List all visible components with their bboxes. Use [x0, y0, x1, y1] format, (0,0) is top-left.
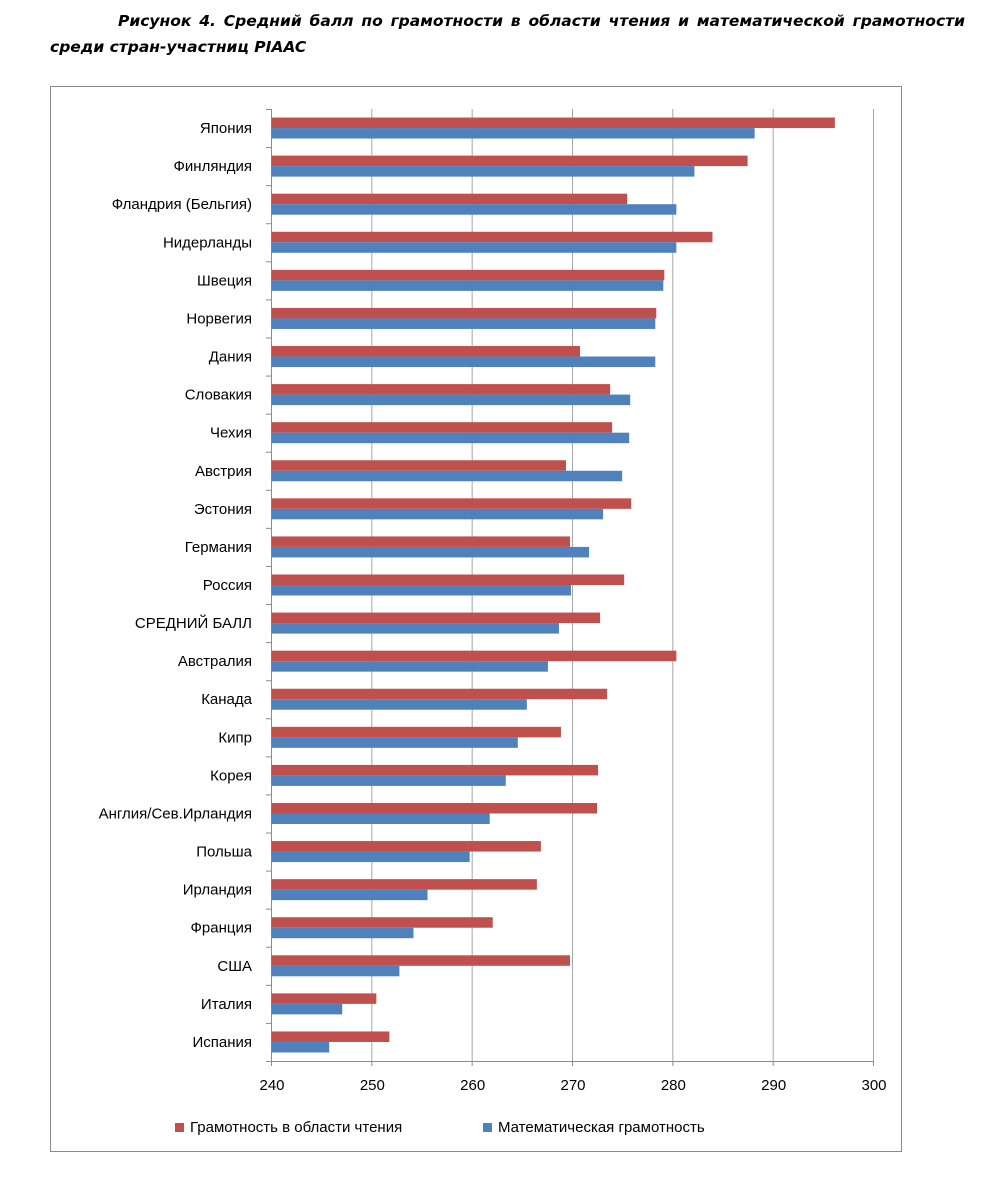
category-label: Ирландия	[183, 882, 252, 899]
bar-math	[271, 661, 548, 672]
bar-reading	[271, 955, 570, 966]
bar-math	[271, 318, 656, 329]
legend-reading-swatch	[175, 1123, 184, 1132]
category-label: Канада	[201, 691, 252, 708]
bar-reading	[271, 460, 566, 471]
legend-reading-label: Грамотность в области чтения	[190, 1119, 402, 1136]
legend-math-swatch	[483, 1123, 492, 1132]
category-label: Чехия	[210, 425, 252, 442]
bar-math	[271, 470, 623, 482]
bar-math	[271, 699, 527, 710]
bar-reading	[271, 346, 581, 357]
bar-reading	[271, 650, 677, 662]
category-label: Испания	[192, 1034, 252, 1051]
bar-reading	[271, 726, 561, 738]
bar-reading	[271, 993, 377, 1004]
bar-math	[271, 394, 631, 406]
bar-reading	[271, 384, 611, 395]
bar-math	[271, 927, 414, 939]
bar-chart: Япония Финляндия Фландрия (Бельгия) Нидерла…	[99, 109, 887, 1136]
bar-reading	[271, 269, 665, 281]
bar-math	[271, 585, 571, 596]
legend-math-label: Математическая грамотность	[498, 1119, 705, 1136]
category-label: Германия	[185, 539, 252, 556]
bar-reading	[271, 536, 570, 547]
bar-reading	[271, 498, 632, 509]
bar-math	[271, 889, 428, 901]
bar-reading	[271, 802, 598, 814]
bar-reading	[271, 917, 493, 928]
bar-math	[271, 546, 590, 558]
figure-caption: Рисунок 4. Средний балл по грамотности в…	[50, 12, 965, 56]
bar-math	[271, 166, 695, 177]
category-label: Кипр	[218, 729, 252, 746]
bar-reading	[271, 117, 835, 129]
category-label: Нидерланды	[163, 234, 252, 251]
x-tick-label: 240	[259, 1077, 284, 1094]
bar-reading	[271, 612, 601, 624]
bar-reading	[271, 231, 713, 243]
x-tick-label: 280	[661, 1077, 686, 1094]
bar-math	[271, 1041, 330, 1053]
bar-math	[271, 280, 664, 291]
bar-math	[271, 737, 518, 748]
bar-reading	[271, 764, 599, 776]
bar-math	[271, 965, 400, 977]
category-label: Польша	[196, 844, 252, 861]
bar-reading	[271, 841, 541, 852]
bar-math	[271, 851, 470, 863]
category-label: Англия/Сев.Ирландия	[99, 805, 252, 822]
category-label: Корея	[210, 767, 252, 784]
x-tick-label: 250	[360, 1077, 385, 1094]
bar-reading	[271, 307, 657, 319]
bar-reading	[271, 422, 613, 433]
x-tick-label: 270	[560, 1077, 585, 1094]
category-label: Австрия	[195, 463, 252, 480]
bar-math	[271, 1003, 343, 1015]
category-label: Франция	[191, 920, 252, 937]
category-label: Италия	[201, 996, 252, 1013]
x-tick-label: 300	[861, 1077, 886, 1094]
category-label: Япония	[200, 120, 252, 137]
category-label: Фландрия (Бельгия)	[112, 196, 252, 213]
category-label: Австралия	[178, 653, 252, 670]
bar-math	[271, 204, 677, 215]
bar-math	[271, 242, 677, 253]
bar-reading	[271, 193, 628, 205]
bar-reading	[271, 574, 625, 585]
chart-frame: Япония Финляндия Фландрия (Бельгия) Нидерла…	[50, 86, 902, 1152]
category-label: Эстония	[194, 501, 252, 518]
bar-math	[271, 813, 490, 824]
x-tick-label: 290	[761, 1077, 786, 1094]
bar-math	[271, 775, 506, 786]
bar-math	[271, 508, 604, 520]
category-label: СРЕДНИЙ БАЛЛ	[135, 614, 252, 632]
bar-math	[271, 128, 755, 139]
x-tick-label: 260	[460, 1077, 485, 1094]
bar-reading	[271, 1031, 390, 1042]
category-label: Финляндия	[174, 158, 252, 175]
bar-reading	[271, 688, 608, 700]
category-label: Дания	[209, 349, 252, 366]
category-label: США	[217, 958, 252, 975]
bar-math	[271, 356, 656, 368]
bar-reading	[271, 155, 748, 167]
bar-reading	[271, 879, 537, 890]
category-label: Россия	[203, 577, 252, 594]
bar-math	[271, 623, 559, 634]
category-label: Словакия	[185, 387, 252, 404]
bar-math	[271, 432, 630, 444]
category-label: Швеция	[197, 272, 252, 289]
category-label: Норвегия	[186, 310, 252, 327]
